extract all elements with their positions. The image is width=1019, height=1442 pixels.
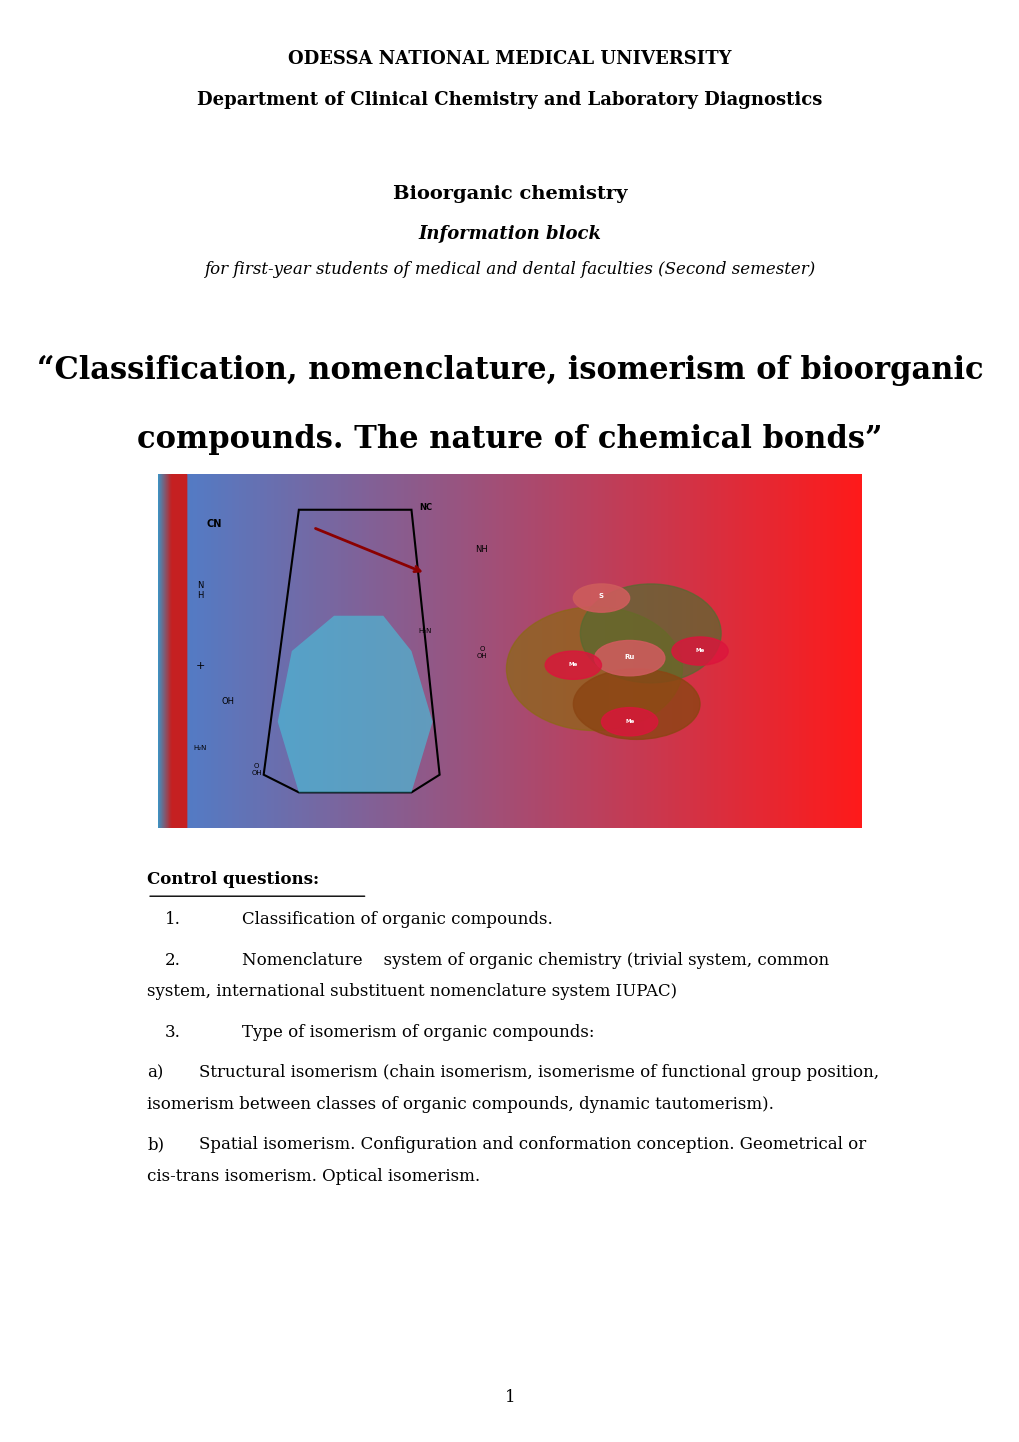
Bar (167, 474, 181, 828)
Bar (159, 474, 173, 828)
Bar (165, 474, 178, 828)
Bar (168, 474, 182, 828)
Polygon shape (277, 616, 432, 793)
Bar (163, 474, 177, 828)
Bar (160, 474, 174, 828)
Bar (162, 474, 176, 828)
Text: isomerism between classes of organic compounds, dynamic tautomerism).: isomerism between classes of organic com… (147, 1096, 773, 1113)
Bar (158, 474, 172, 828)
Text: 1.: 1. (164, 911, 180, 929)
Text: +: + (196, 660, 205, 671)
Bar (161, 474, 175, 828)
Bar (160, 474, 173, 828)
Bar (162, 474, 176, 828)
Bar (162, 474, 175, 828)
Bar (163, 474, 176, 828)
Bar (164, 474, 178, 828)
Bar (165, 474, 179, 828)
Text: Me: Me (695, 647, 704, 653)
Text: Structural isomerism (chain isomerism, isomerisme of functional group position,: Structural isomerism (chain isomerism, i… (199, 1064, 878, 1082)
Text: Spatial isomerism. Configuration and conformation conception. Geometrical or: Spatial isomerism. Configuration and con… (199, 1136, 865, 1154)
Text: Nomenclature    system of organic chemistry (trivial system, common: Nomenclature system of organic chemistry… (242, 952, 828, 969)
Text: H₂N: H₂N (194, 746, 207, 751)
Bar (161, 474, 175, 828)
Text: Control questions:: Control questions: (147, 871, 319, 888)
Circle shape (573, 584, 629, 613)
Bar (170, 474, 184, 828)
Bar (161, 474, 175, 828)
Bar (159, 474, 173, 828)
Text: “Classification, nomenclature, isomerism of bioorganic: “Classification, nomenclature, isomerism… (37, 355, 982, 386)
Text: Ru: Ru (624, 655, 634, 660)
Bar (170, 474, 184, 828)
Text: S: S (598, 593, 603, 600)
Text: 2.: 2. (164, 952, 180, 969)
Bar (160, 474, 174, 828)
Bar (164, 474, 178, 828)
Bar (164, 474, 177, 828)
Ellipse shape (573, 669, 699, 740)
Text: CN: CN (207, 519, 222, 529)
Circle shape (594, 640, 664, 676)
Text: b): b) (147, 1136, 164, 1154)
Text: system, international substituent nomenclature system IUPAC): system, international substituent nomenc… (147, 983, 677, 1001)
Text: O
OH: O OH (251, 763, 262, 776)
Bar (171, 474, 184, 828)
Text: Bioorganic chemistry: Bioorganic chemistry (392, 185, 627, 202)
Text: Department of Clinical Chemistry and Laboratory Diagnostics: Department of Clinical Chemistry and Lab… (197, 91, 822, 108)
Text: Me: Me (625, 718, 634, 724)
Bar (165, 474, 179, 828)
Ellipse shape (580, 584, 720, 684)
Text: NH: NH (475, 545, 488, 554)
Bar (171, 474, 185, 828)
Bar (166, 474, 180, 828)
Circle shape (544, 652, 601, 679)
Bar (162, 474, 176, 828)
Bar (160, 474, 174, 828)
Bar (169, 474, 183, 828)
Text: 1: 1 (504, 1389, 515, 1406)
Bar (169, 474, 183, 828)
Bar (168, 474, 181, 828)
Bar (171, 474, 185, 828)
Bar (167, 474, 180, 828)
Text: for first-year students of medical and dental faculties (Second semester): for first-year students of medical and d… (204, 261, 815, 278)
Text: ODESSA NATIONAL MEDICAL UNIVERSITY: ODESSA NATIONAL MEDICAL UNIVERSITY (288, 50, 731, 68)
Text: a): a) (147, 1064, 163, 1082)
Bar (159, 474, 173, 828)
Bar (168, 474, 182, 828)
Text: Me: Me (569, 662, 578, 668)
Bar (167, 474, 181, 828)
Text: 3.: 3. (164, 1024, 180, 1041)
Text: H₂N: H₂N (419, 629, 432, 634)
Bar (168, 474, 182, 828)
Text: Classification of organic compounds.: Classification of organic compounds. (242, 911, 552, 929)
Bar (170, 474, 184, 828)
Bar (164, 474, 178, 828)
Bar (165, 474, 179, 828)
Bar (163, 474, 177, 828)
Text: cis-trans isomerism. Optical isomerism.: cis-trans isomerism. Optical isomerism. (147, 1168, 480, 1185)
Circle shape (601, 708, 657, 735)
Text: Information block: Information block (418, 225, 601, 242)
Bar (159, 474, 172, 828)
Text: OH: OH (222, 696, 234, 707)
Text: compounds. The nature of chemical bonds”: compounds. The nature of chemical bonds” (138, 424, 881, 454)
Bar (170, 474, 183, 828)
Bar (167, 474, 181, 828)
Bar (166, 474, 180, 828)
Circle shape (672, 637, 728, 665)
Bar (172, 474, 185, 828)
Ellipse shape (506, 607, 682, 731)
Text: O
OH: O OH (476, 646, 487, 659)
Text: Type of isomerism of organic compounds:: Type of isomerism of organic compounds: (242, 1024, 594, 1041)
Text: N
H: N H (197, 581, 204, 600)
Bar (166, 474, 180, 828)
Bar (158, 474, 172, 828)
Bar (169, 474, 183, 828)
Text: NC: NC (419, 503, 432, 512)
